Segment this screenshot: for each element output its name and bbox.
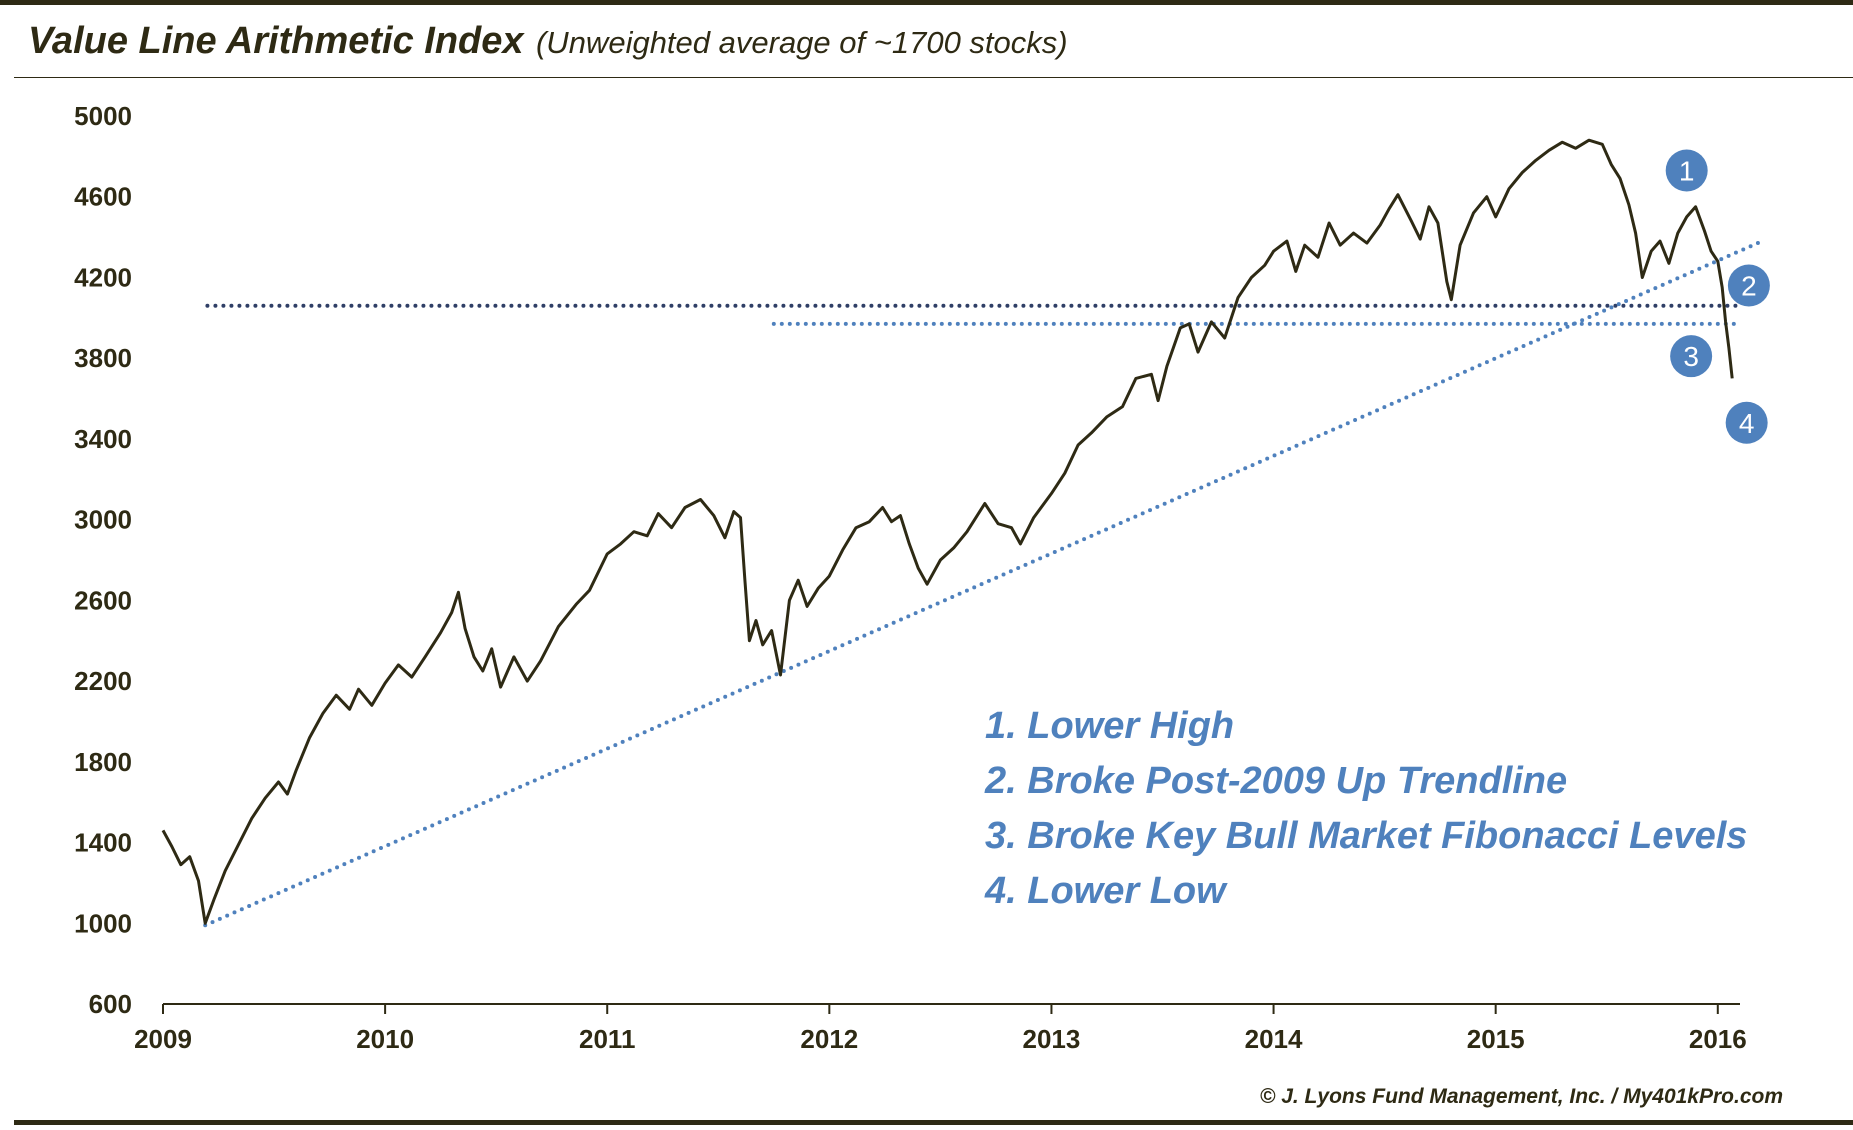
marker-circle <box>1670 335 1713 378</box>
x-tick-label: 2014 <box>1245 1024 1303 1054</box>
chart-subtitle: (Unweighted average of ~1700 stocks) <box>535 25 1068 60</box>
bottom-border <box>14 1120 1853 1125</box>
chart-title-row: Value Line Arithmetic Index (Unweighted … <box>28 20 1068 63</box>
annotation-marker: 2 <box>1727 264 1770 307</box>
axes: 600 1000 1400 1800 2200 2600 3000 3400 3800 4200 4… <box>74 101 1747 1054</box>
marker-circle <box>1725 401 1768 444</box>
annotation-notes: 1. Lower High 2. Broke Post-2009 Up Trend… <box>984 705 1747 912</box>
y-tick-label: 3400 <box>74 424 132 454</box>
y-tick-label: 1400 <box>74 828 132 858</box>
y-tick-label: 2600 <box>74 585 132 615</box>
x-tick-label: 2009 <box>134 1024 192 1054</box>
x-tick-label: 2015 <box>1467 1024 1525 1054</box>
marker-label: 2 <box>1741 271 1757 302</box>
x-tick-label: 2016 <box>1689 1024 1747 1054</box>
y-tick-label: 2200 <box>74 666 132 696</box>
chart-title: Value Line Arithmetic Index <box>28 20 524 62</box>
annotation-note: 1. Lower High <box>985 705 1234 747</box>
x-tick-label: 2010 <box>356 1024 414 1054</box>
annotation-note: 2. Broke Post-2009 Up Trendline <box>984 760 1567 802</box>
title-divider <box>14 77 1853 78</box>
annotation-marker: 3 <box>1670 335 1713 378</box>
series-group <box>161 138 1734 925</box>
y-tick-label: 4600 <box>74 182 132 212</box>
annotation-marker: 4 <box>1725 401 1768 444</box>
reference-lines <box>203 239 1765 928</box>
y-tick-label: 4200 <box>74 262 132 292</box>
y-tick-label: 1800 <box>74 747 132 777</box>
copyright-footer: © J. Lyons Fund Management, Inc. / My401… <box>1259 1085 1783 1108</box>
marker-circle <box>1665 149 1708 192</box>
annotation-markers: 1 2 3 4 <box>1665 149 1770 444</box>
top-border <box>0 0 1853 5</box>
y-tick-label: 3800 <box>74 343 132 373</box>
x-tick-label: 2013 <box>1023 1024 1081 1054</box>
annotation-note: 4. Lower Low <box>984 870 1228 912</box>
annotation-note: 3. Broke Key Bull Market Fibonacci Level… <box>985 815 1747 857</box>
x-tick-label: 2011 <box>579 1024 635 1054</box>
marker-label: 1 <box>1679 155 1695 186</box>
marker-circle <box>1727 264 1770 307</box>
annotation-marker: 1 <box>1665 149 1708 192</box>
marker-label: 3 <box>1683 341 1699 372</box>
trendline <box>203 239 1765 928</box>
y-tick-label: 600 <box>89 989 132 1019</box>
x-tick-label: 2012 <box>800 1024 858 1054</box>
series-line <box>161 138 1734 925</box>
y-tick-label: 1000 <box>74 908 132 938</box>
y-tick-label: 5000 <box>74 101 132 131</box>
marker-label: 4 <box>1739 408 1755 439</box>
y-tick-label: 3000 <box>74 505 132 535</box>
